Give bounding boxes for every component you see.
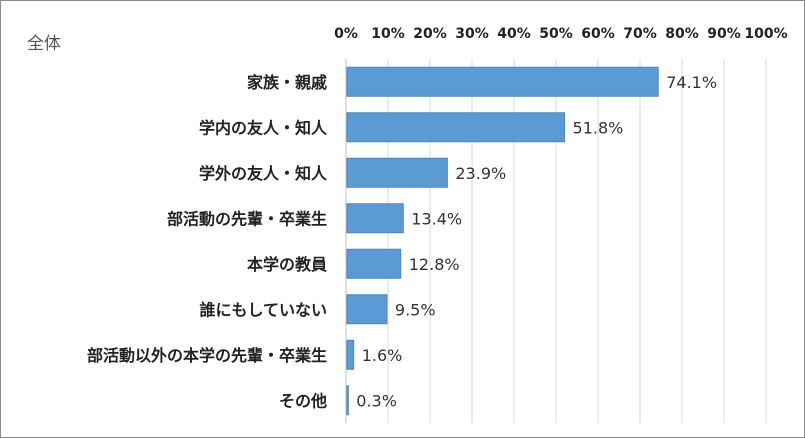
bar [346, 112, 566, 143]
x-tick-label: 80% [665, 26, 699, 42]
data-label: 9.5% [395, 300, 436, 319]
category-label: 部活動の先輩・卒業生 [167, 209, 327, 228]
x-tick-label: 10% [371, 26, 405, 42]
x-tick-label: 70% [623, 26, 657, 42]
x-tick-label: 30% [455, 26, 489, 42]
x-tick-label: 100% [744, 26, 787, 42]
bar [346, 203, 404, 234]
x-tick-label: 20% [413, 26, 447, 42]
bar [346, 339, 355, 370]
data-label: 0.3% [356, 391, 397, 410]
bar [346, 385, 349, 416]
data-label: 1.6% [362, 346, 403, 365]
category-label: 誰にもしていない [199, 300, 327, 319]
bar [346, 66, 659, 97]
data-label: 12.8% [409, 255, 460, 274]
bar [346, 294, 388, 325]
bar [346, 248, 402, 279]
x-tick-label: 0% [334, 26, 358, 42]
x-tick-label: 40% [497, 26, 531, 42]
x-tick-label: 50% [539, 26, 573, 42]
category-label: その他 [279, 391, 327, 410]
x-tick-label: 90% [707, 26, 741, 42]
data-label: 23.9% [455, 164, 506, 183]
category-label: 学内の友人・知人 [199, 118, 328, 137]
category-label: 家族・親戚 [247, 73, 327, 92]
chart-title: 全体 [27, 34, 61, 54]
bar [346, 157, 448, 188]
data-label: 51.8% [573, 118, 624, 137]
category-label: 学外の友人・知人 [199, 164, 328, 183]
category-label: 部活動以外の本学の先輩・卒業生 [87, 346, 327, 365]
data-label: 13.4% [411, 209, 462, 228]
data-label: 74.1% [666, 73, 717, 92]
category-label: 本学の教員 [247, 255, 327, 274]
x-tick-label: 60% [581, 26, 615, 42]
